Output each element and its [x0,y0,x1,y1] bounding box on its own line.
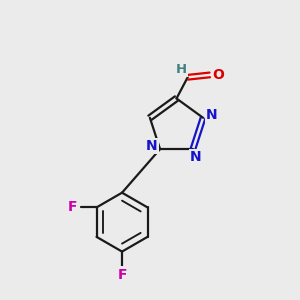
Text: F: F [68,200,78,214]
Text: N: N [146,139,158,153]
Text: N: N [190,150,202,164]
Text: F: F [117,268,127,281]
Text: N: N [206,108,218,122]
Text: H: H [176,63,188,76]
Text: O: O [212,68,224,82]
